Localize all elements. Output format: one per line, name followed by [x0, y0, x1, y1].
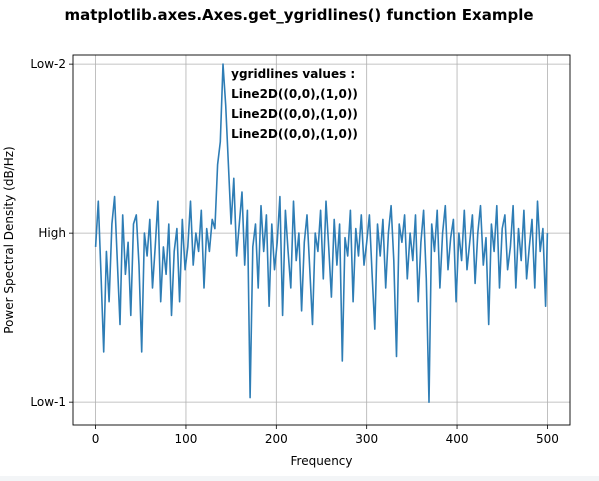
x-tick-label: 400	[446, 432, 469, 446]
chart-title: matplotlib.axes.Axes.get_ygridlines() fu…	[64, 6, 533, 24]
x-tick-label: 500	[536, 432, 559, 446]
annotation-line: Line2D((0,0),(1,0))	[231, 107, 358, 121]
plot-area	[94, 63, 549, 404]
series-line	[94, 63, 549, 404]
bottom-strip	[0, 476, 599, 481]
x-tick-label: 200	[265, 432, 288, 446]
y-axis-label: Power Spectral Density (dB/Hz)	[2, 146, 16, 333]
x-tick-label: 300	[355, 432, 378, 446]
y-tick-label: Low-1	[30, 395, 66, 409]
x-axis-label: Frequency	[291, 454, 353, 468]
annotation-line: Line2D((0,0),(1,0))	[231, 127, 358, 141]
annotation-line: Line2D((0,0),(1,0))	[231, 87, 358, 101]
x-tick-label: 100	[175, 432, 198, 446]
annotation: ygridlines values : Line2D((0,0),(1,0)) Li…	[231, 67, 358, 141]
annotation-line: ygridlines values :	[231, 67, 355, 81]
y-tick-label: High	[38, 226, 66, 240]
x-axis: 0 100 200 300 400 500	[92, 425, 559, 446]
y-tick-label: Low-2	[30, 57, 66, 71]
y-axis: Low-1 High Low-2	[30, 57, 73, 409]
axes-frame	[72, 54, 571, 426]
x-tick-label: 0	[92, 432, 100, 446]
